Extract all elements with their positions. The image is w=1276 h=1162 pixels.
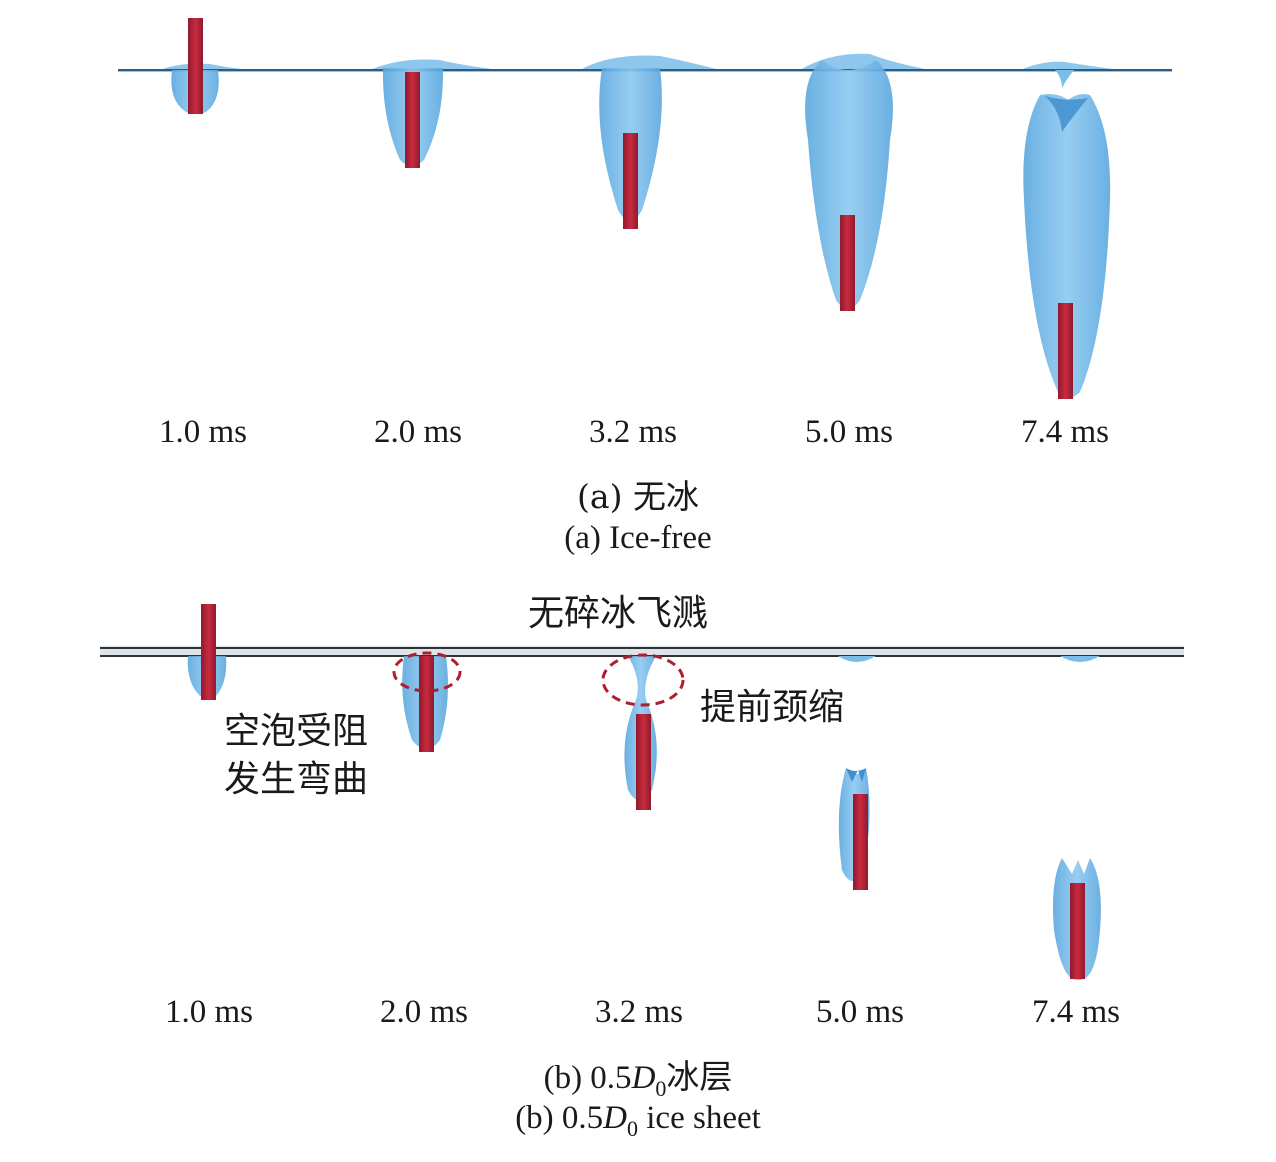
projectile-a-4 [840,215,855,311]
time-label-a-4: 5.0 ms [804,414,893,450]
time-label-a-5: 7.4 ms [1020,414,1109,450]
time-label-a-3: 3.2 ms [588,414,677,450]
projectile-b-1 [201,604,216,700]
time-label-b-2: 2.0 ms [379,994,468,1030]
cavity-a-4 [805,60,893,309]
ice-sheet [100,646,1184,656]
caption-b-en-suffix: ice sheet [638,1100,761,1136]
annotation-bent-line1: 空泡受阻 [224,711,369,752]
caption-b-zh: (b) 0.5D0冰层 [0,1050,1276,1102]
panel-a [118,18,1172,399]
cavity-b-4-tip [846,768,866,782]
time-label-b-4: 5.0 ms [815,994,904,1030]
panel-b [100,604,1184,981]
surface-dip-b-4 [838,656,876,662]
projectile-a-2 [405,72,420,168]
time-label-b-3: 3.2 ms [594,994,683,1030]
caption-b-en-sub: 0 [627,1116,639,1141]
projectile-a-3 [623,133,638,229]
projectile-b-3 [636,714,651,810]
water-surface-a [118,53,1172,72]
dashed-circle-necking [601,653,685,707]
caption-a-zh: (a) 无冰 [577,477,699,516]
caption-b-en: (b) 0.5D0 ice sheet [0,1100,1276,1142]
cavity-a-5 [1023,94,1111,398]
caption-b-zh-suffix: 冰层 [666,1057,733,1096]
caption-b-zh-sub: 0 [655,1076,667,1101]
annotation-no-splash: 无碎冰飞溅 [528,593,709,634]
dashed-circle-bent [392,651,462,693]
neck-pinch-a-5 [1045,96,1088,132]
caption-b-en-var: D [603,1100,628,1136]
projectile-a-5 [1058,303,1073,399]
surface-dip-b-5 [1060,656,1100,662]
time-label-a-2: 2.0 ms [373,414,462,450]
time-label-a-1: 1.0 ms [158,414,247,450]
projectile-b-4 [853,794,868,890]
annotation-necking: 提前颈缩 [700,687,845,728]
caption-b-zh-var: D [631,1060,656,1096]
caption-a-en: (a) Ice-free [564,520,712,556]
annotation-bent-line2: 发生弯曲 [224,759,369,800]
time-label-b-1: 1.0 ms [164,994,253,1030]
projectile-a-1 [188,18,203,114]
neck-top-a-5 [1055,70,1074,88]
caption-b-en-prefix: (b) 0.5 [515,1100,604,1136]
projectile-b-5 [1070,883,1085,979]
time-label-b-5: 7.4 ms [1031,994,1120,1030]
projectile-b-2 [419,656,434,752]
caption-b-zh-prefix: (b) 0.5 [543,1060,632,1096]
